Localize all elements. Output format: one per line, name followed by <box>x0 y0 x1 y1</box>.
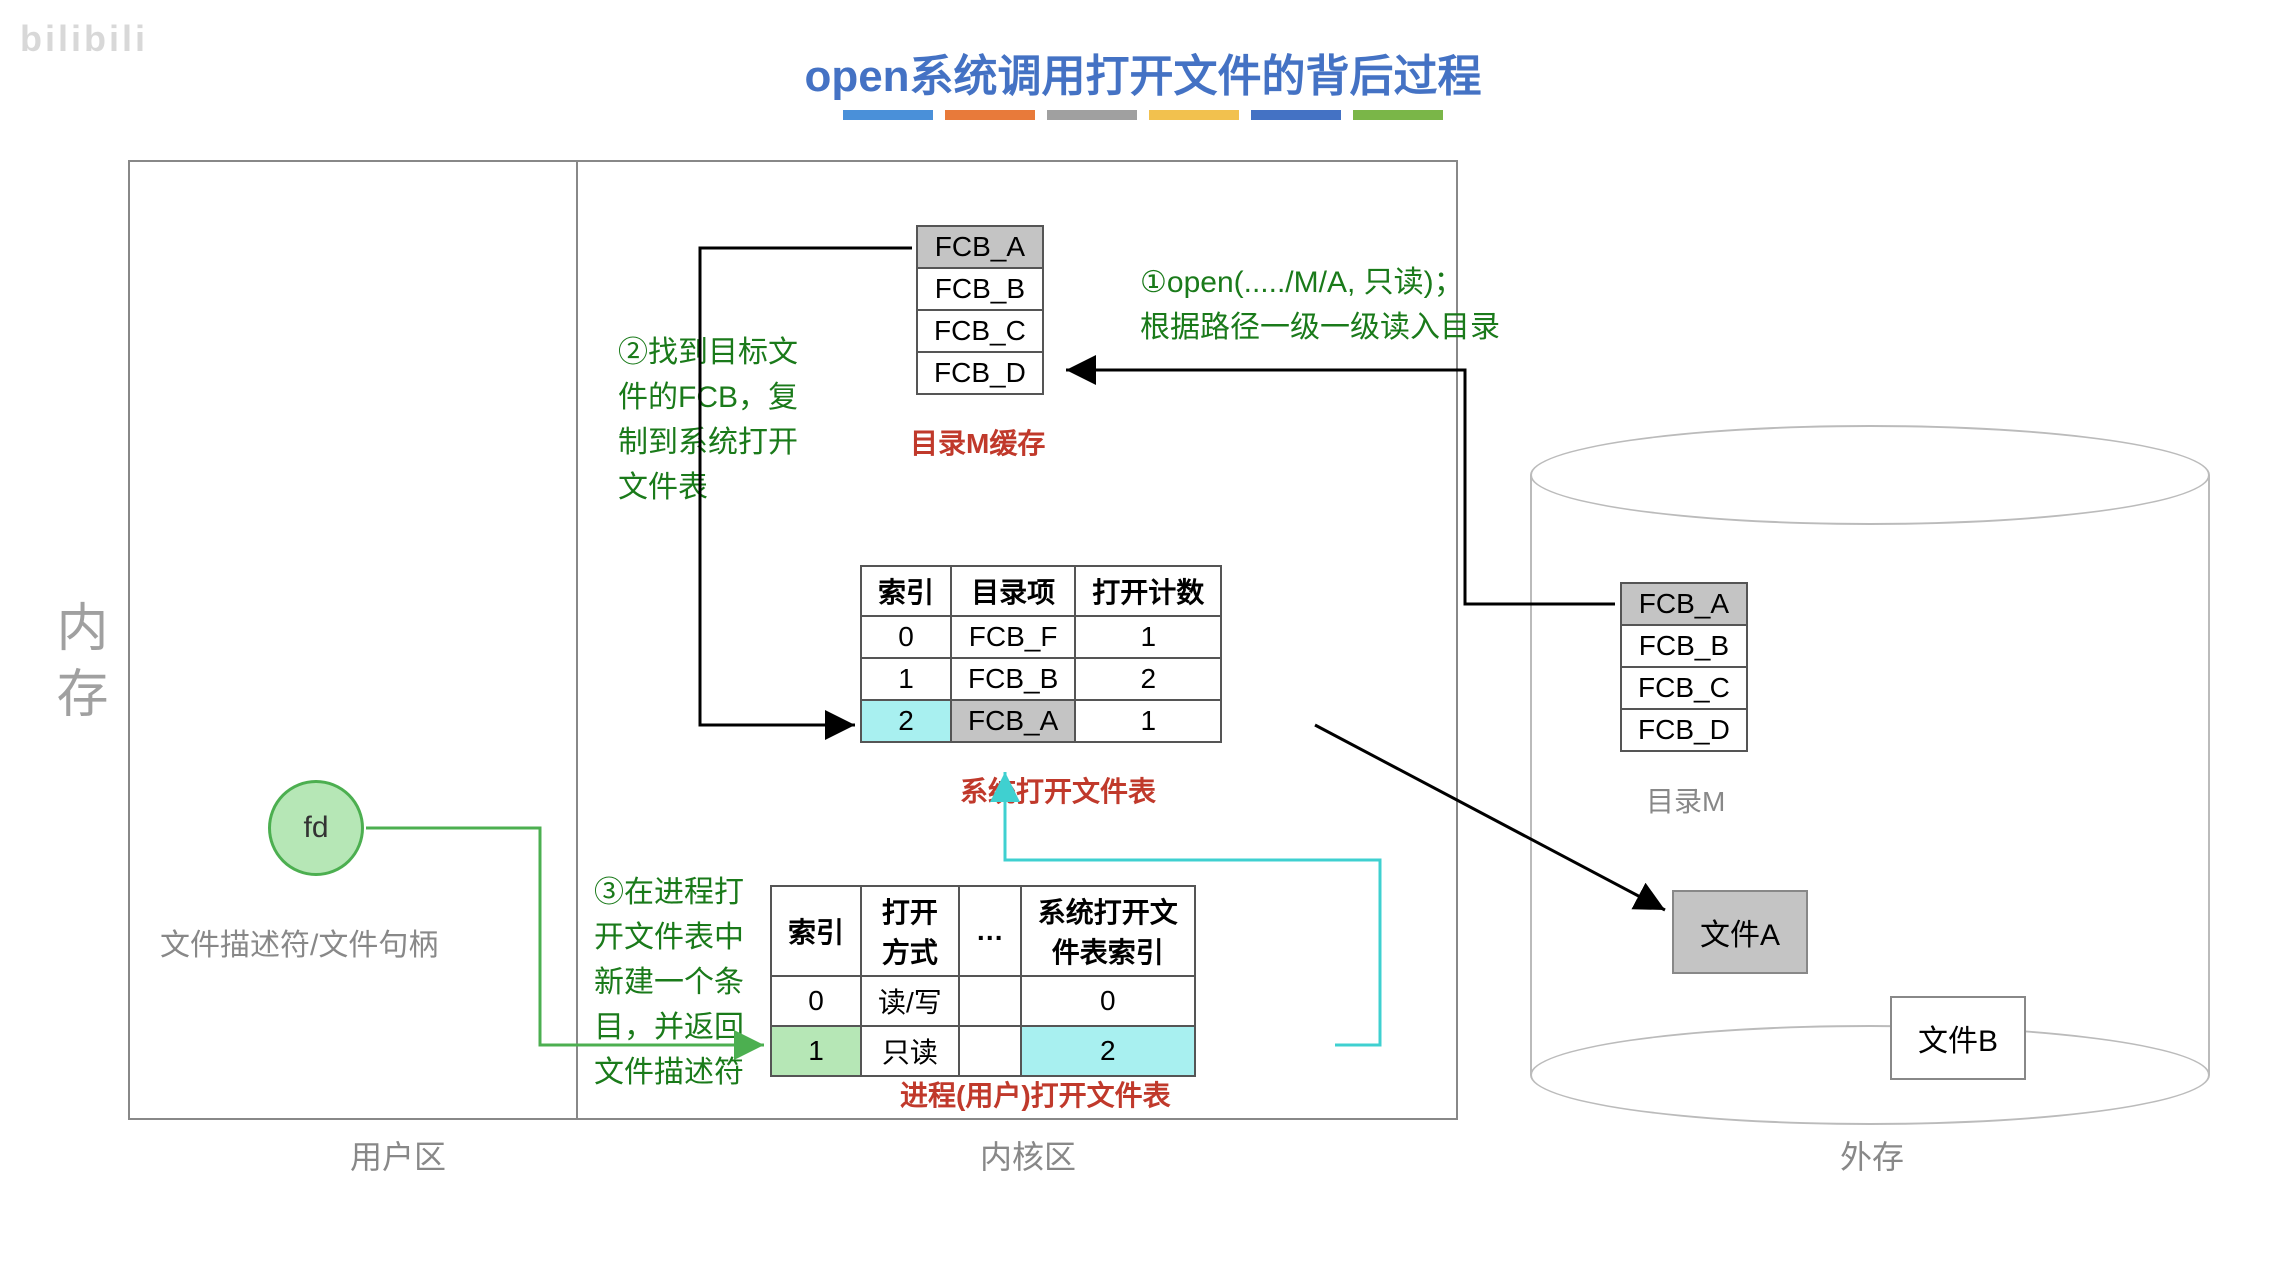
sys-r0c2: 1 <box>1075 616 1221 658</box>
disk-fcb-1: FCB_B <box>1621 625 1747 667</box>
proc-r1c2 <box>959 1026 1021 1076</box>
disk-fcb-0: FCB_A <box>1621 583 1747 625</box>
process-open-table: 索引 打开方式 … 系统打开文件表索引 0 读/写 0 1 只读 2 <box>770 885 1196 1077</box>
disk-fcb-3: FCB_D <box>1621 709 1747 751</box>
disk-area-label: 外存 <box>1840 1132 1904 1178</box>
fcb-cache-table: FCB_A FCB_B FCB_C FCB_D <box>916 225 1044 395</box>
note-3: ③在进程打开文件表中新建一个条目，并返回文件描述符 <box>594 870 744 1095</box>
file-a-box: 文件A <box>1672 890 1808 974</box>
dir-m-caption: 目录M <box>1646 780 1725 820</box>
file-b-box: 文件B <box>1890 996 2026 1080</box>
user-area-box <box>128 160 578 1120</box>
user-area-label: 用户区 <box>350 1132 446 1178</box>
proc-h1: 打开方式 <box>861 886 959 976</box>
proc-r0c3: 0 <box>1021 976 1195 1026</box>
fcb-cache-0: FCB_A <box>917 226 1043 268</box>
disk-fcb-table: FCB_A FCB_B FCB_C FCB_D <box>1620 582 1748 752</box>
proc-h2: … <box>959 886 1021 976</box>
fd-description: 文件描述符/文件句柄 <box>160 920 438 964</box>
bar-1 <box>843 110 933 120</box>
sys-h0: 索引 <box>861 566 951 616</box>
sys-table-caption: 系统打开文件表 <box>960 770 1156 810</box>
watermark: bilibili <box>20 18 148 60</box>
kernel-area-label: 内核区 <box>980 1132 1076 1178</box>
bar-5 <box>1251 110 1341 120</box>
proc-table-caption: 进程(用户)打开文件表 <box>900 1074 1171 1114</box>
proc-r0c0: 0 <box>771 976 861 1026</box>
bar-2 <box>945 110 1035 120</box>
proc-r1c1: 只读 <box>861 1026 959 1076</box>
bar-3 <box>1047 110 1137 120</box>
memory-label: 内存 <box>40 600 115 732</box>
proc-h3: 系统打开文件表索引 <box>1021 886 1195 976</box>
fcb-cache-1: FCB_B <box>917 268 1043 310</box>
fd-circle: fd <box>268 780 364 876</box>
proc-r0c2 <box>959 976 1021 1026</box>
sys-r1c1: FCB_B <box>951 658 1075 700</box>
proc-r1c0: 1 <box>771 1026 861 1076</box>
dir-cache-caption: 目录M缓存 <box>910 422 1045 462</box>
sys-h1: 目录项 <box>951 566 1075 616</box>
cylinder-body <box>1530 475 2210 1075</box>
sys-h2: 打开计数 <box>1075 566 1221 616</box>
system-open-table: 索引 目录项 打开计数 0 FCB_F 1 1 FCB_B 2 2 FCB_A … <box>860 565 1222 743</box>
sys-r2c0: 2 <box>861 700 951 742</box>
page-title: open系统调用打开文件的背后过程 <box>804 40 1481 104</box>
sys-r0c0: 0 <box>861 616 951 658</box>
disk-fcb-2: FCB_C <box>1621 667 1747 709</box>
proc-r1c3: 2 <box>1021 1026 1195 1076</box>
sys-r1c0: 1 <box>861 658 951 700</box>
fcb-cache-2: FCB_C <box>917 310 1043 352</box>
bar-4 <box>1149 110 1239 120</box>
sys-r1c2: 2 <box>1075 658 1221 700</box>
note-1: ①open(...../M/A, 只读)；根据路径一级一级读入目录 <box>1140 260 1500 350</box>
sys-r2c2: 1 <box>1075 700 1221 742</box>
note-2: ②找到目标文件的FCB，复制到系统打开文件表 <box>618 330 798 510</box>
proc-h0: 索引 <box>771 886 861 976</box>
cylinder-top <box>1530 425 2210 525</box>
sys-r2c1: FCB_A <box>951 700 1075 742</box>
disk-cylinder <box>1530 425 2210 1125</box>
divider-bars <box>843 110 1443 120</box>
bar-6 <box>1353 110 1443 120</box>
fcb-cache-3: FCB_D <box>917 352 1043 394</box>
proc-r0c1: 读/写 <box>861 976 959 1026</box>
cylinder-bottom <box>1530 1025 2210 1125</box>
sys-r0c1: FCB_F <box>951 616 1075 658</box>
